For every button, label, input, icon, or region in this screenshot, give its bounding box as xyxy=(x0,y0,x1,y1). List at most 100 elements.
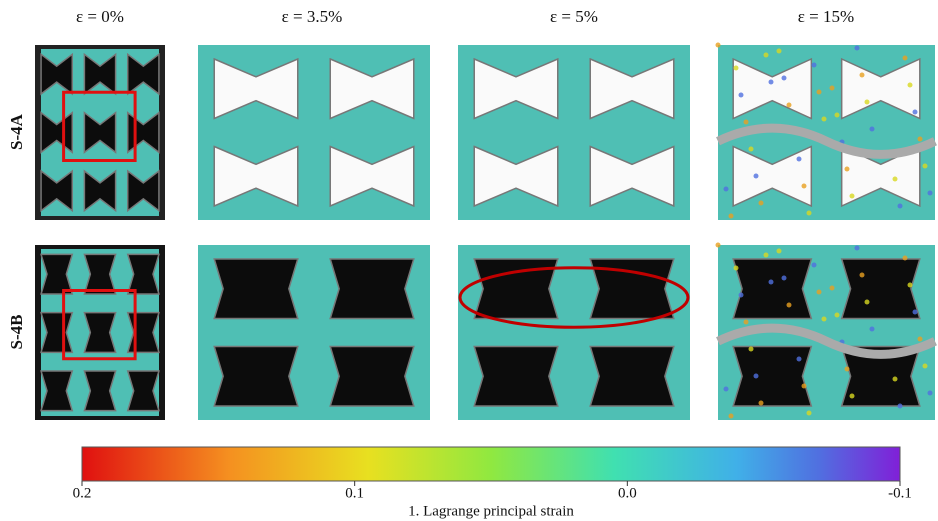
strain-speckle xyxy=(802,184,807,189)
strain-speckle xyxy=(898,404,903,409)
lattice-hole xyxy=(214,259,298,319)
strain-speckle xyxy=(918,337,923,342)
image-panel xyxy=(716,43,936,221)
strain-speckle xyxy=(769,280,774,285)
strain-speckle xyxy=(830,286,835,291)
image-panel xyxy=(198,245,430,420)
strain-speckle xyxy=(734,266,739,271)
strain-speckle xyxy=(812,63,817,68)
strain-speckle xyxy=(797,357,802,362)
strain-speckle xyxy=(817,90,822,95)
strain-speckle xyxy=(777,249,782,254)
strain-speckle xyxy=(865,100,870,105)
lattice-hole xyxy=(330,259,414,319)
strain-speckle xyxy=(744,320,749,325)
strain-speckle xyxy=(850,394,855,399)
row-label: S-4A xyxy=(7,113,26,150)
strain-speckle xyxy=(787,103,792,108)
colorbar-tick-label: -0.1 xyxy=(888,485,912,501)
strain-speckle xyxy=(903,256,908,261)
strain-speckle xyxy=(870,127,875,132)
strain-speckle xyxy=(870,327,875,332)
strain-speckle xyxy=(729,214,734,219)
strain-speckle xyxy=(817,290,822,295)
strain-speckle xyxy=(835,113,840,118)
lattice-hole xyxy=(330,347,414,407)
strain-speckle xyxy=(865,300,870,305)
lattice-hole xyxy=(842,259,920,319)
colorbar-tick-label: 0.0 xyxy=(618,485,637,501)
lattice-hole xyxy=(474,347,558,407)
strain-speckle xyxy=(923,164,928,169)
column-header: ε = 0% xyxy=(76,7,124,26)
strain-speckle xyxy=(807,211,812,216)
colorbar-tick-label: 0.2 xyxy=(73,485,92,501)
figure: 1. Lagrange principal strain ε = 0% ε = 3… xyxy=(0,0,938,521)
strain-speckle xyxy=(845,367,850,372)
strain-speckle xyxy=(759,201,764,206)
image-panel xyxy=(35,45,165,220)
strain-speckle xyxy=(782,76,787,81)
strain-speckle xyxy=(850,194,855,199)
strain-speckle xyxy=(764,253,769,258)
strain-speckle xyxy=(724,187,729,192)
row-label: S-4B xyxy=(7,315,26,350)
strain-speckle xyxy=(782,276,787,281)
strain-speckle xyxy=(913,310,918,315)
strain-speckle xyxy=(812,263,817,268)
strain-speckle xyxy=(724,387,729,392)
lattice-hole xyxy=(214,347,298,407)
strain-speckle xyxy=(734,66,739,71)
strain-speckle xyxy=(716,43,721,48)
strain-speckle xyxy=(908,83,913,88)
colorbar xyxy=(82,447,900,481)
strain-speckle xyxy=(928,391,933,396)
strain-speckle xyxy=(787,303,792,308)
strain-speckle xyxy=(845,167,850,172)
image-panel xyxy=(458,45,690,220)
strain-speckle xyxy=(822,117,827,122)
strain-speckle xyxy=(777,49,782,54)
strain-speckle xyxy=(908,283,913,288)
column-header: ε = 5% xyxy=(550,7,598,26)
strain-speckle xyxy=(749,347,754,352)
strain-speckle xyxy=(797,157,802,162)
lattice-hole xyxy=(733,259,811,319)
strain-speckle xyxy=(860,73,865,78)
lattice-hole xyxy=(590,347,674,407)
strain-speckle xyxy=(754,374,759,379)
strain-speckle xyxy=(716,243,721,248)
strain-speckle xyxy=(822,317,827,322)
strain-speckle xyxy=(893,177,898,182)
image-panel xyxy=(35,245,165,420)
strain-speckle xyxy=(807,411,812,416)
column-header: ε = 3.5% xyxy=(282,7,343,26)
strain-speckle xyxy=(739,293,744,298)
strain-speckle xyxy=(830,86,835,91)
strain-speckle xyxy=(903,56,908,61)
strain-speckle xyxy=(923,364,928,369)
strain-speckle xyxy=(898,204,903,209)
lattice-hole xyxy=(733,347,811,407)
image-panels xyxy=(35,43,935,421)
strain-speckle xyxy=(855,46,860,51)
strain-speckle xyxy=(893,377,898,382)
strain-speckle xyxy=(749,147,754,152)
image-panel xyxy=(198,45,430,220)
strain-speckle xyxy=(802,384,807,389)
strain-speckle xyxy=(913,110,918,115)
strain-speckle xyxy=(759,401,764,406)
strain-speckle xyxy=(744,120,749,125)
colorbar-tick-label: 0.1 xyxy=(345,485,364,501)
strain-speckle xyxy=(855,246,860,251)
strain-speckle xyxy=(928,191,933,196)
strain-speckle xyxy=(918,137,923,142)
column-header: ε = 15% xyxy=(798,7,854,26)
strain-speckle xyxy=(754,174,759,179)
strain-speckle xyxy=(739,93,744,98)
strain-speckle xyxy=(769,80,774,85)
colorbar-label: 1. Lagrange principal strain xyxy=(408,503,574,519)
strain-speckle xyxy=(860,273,865,278)
image-panel xyxy=(458,245,690,420)
strain-speckle xyxy=(764,53,769,58)
